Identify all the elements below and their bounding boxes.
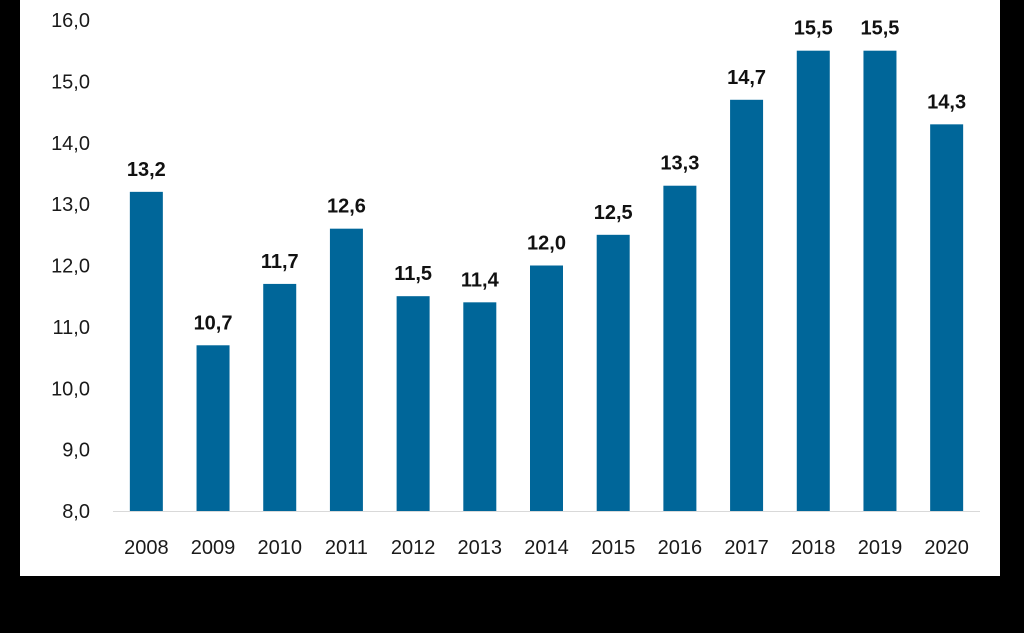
x-tick-label: 2019 xyxy=(858,537,903,559)
x-tick-label: 2012 xyxy=(391,537,436,559)
y-tick-label: 9,0 xyxy=(62,440,90,462)
data-label: 15,5 xyxy=(860,18,899,40)
data-label: 14,3 xyxy=(927,91,966,113)
data-label: 12,0 xyxy=(527,233,566,255)
data-label: 11,4 xyxy=(461,269,500,291)
x-tick-label: 2020 xyxy=(924,537,969,559)
data-label: 11,7 xyxy=(261,251,299,273)
x-tick-label: 2008 xyxy=(124,537,169,559)
y-tick-label: 13,0 xyxy=(51,194,90,216)
bar xyxy=(196,345,230,511)
x-tick-label: 2010 xyxy=(257,537,302,559)
bar xyxy=(329,228,363,512)
data-label: 11,5 xyxy=(394,263,432,285)
bar xyxy=(129,191,163,511)
x-tick-label: 2015 xyxy=(591,537,636,559)
bar xyxy=(930,124,964,512)
bar xyxy=(396,296,430,511)
y-tick-label: 10,0 xyxy=(51,378,90,400)
x-tick-label: 2014 xyxy=(524,537,569,559)
data-label: 13,2 xyxy=(127,159,166,181)
y-tick-label: 16,0 xyxy=(51,10,90,32)
bar xyxy=(863,50,897,511)
bars xyxy=(129,50,964,512)
bar xyxy=(263,283,297,511)
x-tick-label: 2011 xyxy=(325,537,368,559)
x-tick-label: 2017 xyxy=(724,537,769,559)
data-label: 14,7 xyxy=(727,67,766,89)
data-label: 12,6 xyxy=(327,196,366,218)
x-tick-label: 2013 xyxy=(458,537,503,559)
x-tick-label: 2016 xyxy=(658,537,703,559)
data-labels: 13,2 10,7 11,7 12,6 11,5 11,4 12,0 12,5 13,3 14,7… xyxy=(127,18,966,335)
data-label: 13,3 xyxy=(660,153,699,175)
y-tick-label: 11,0 xyxy=(53,317,90,339)
data-label: 12,5 xyxy=(594,202,633,224)
x-tick-label: 2009 xyxy=(191,537,236,559)
bar-chart: 16,015,014,013,012,011,010,09,08,0 13,21… xyxy=(51,10,980,559)
y-tick-label: 15,0 xyxy=(51,71,90,93)
chart-panel: 16,0 15,0 14,0 13,0 12,0 11,0 10,0 9,0 8,0 13,2 1… xyxy=(20,0,1000,576)
bar xyxy=(663,185,697,511)
y-axis: 16,0 15,0 14,0 13,0 12,0 11,0 10,0 9,0 8,0 xyxy=(51,10,90,523)
bar xyxy=(463,302,497,511)
bar xyxy=(730,99,764,511)
bar xyxy=(596,234,630,511)
y-tick-label: 8,0 xyxy=(62,501,90,523)
data-label: 10,7 xyxy=(194,312,233,334)
y-tick-label: 12,0 xyxy=(51,256,90,278)
data-label: 15,5 xyxy=(794,18,833,40)
x-tick-label: 2018 xyxy=(791,537,836,559)
bar xyxy=(796,50,830,511)
x-axis: 2008 2009 2010 2011 2012 2013 2014 2015 2016 2017… xyxy=(113,511,980,559)
y-tick-label: 14,0 xyxy=(51,133,90,155)
bar xyxy=(530,265,563,511)
